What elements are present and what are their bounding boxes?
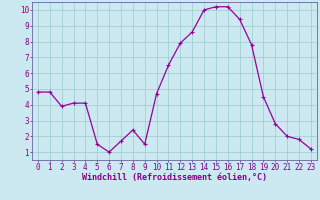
X-axis label: Windchill (Refroidissement éolien,°C): Windchill (Refroidissement éolien,°C) [82, 173, 267, 182]
